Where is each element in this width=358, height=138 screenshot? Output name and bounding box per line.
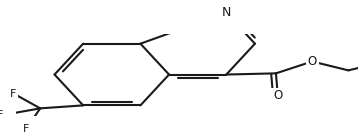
Text: F: F: [10, 88, 17, 99]
Text: F: F: [0, 111, 3, 120]
Text: O: O: [308, 55, 317, 68]
Text: F: F: [23, 124, 29, 134]
Text: O: O: [273, 89, 282, 102]
Text: N: N: [222, 6, 231, 19]
